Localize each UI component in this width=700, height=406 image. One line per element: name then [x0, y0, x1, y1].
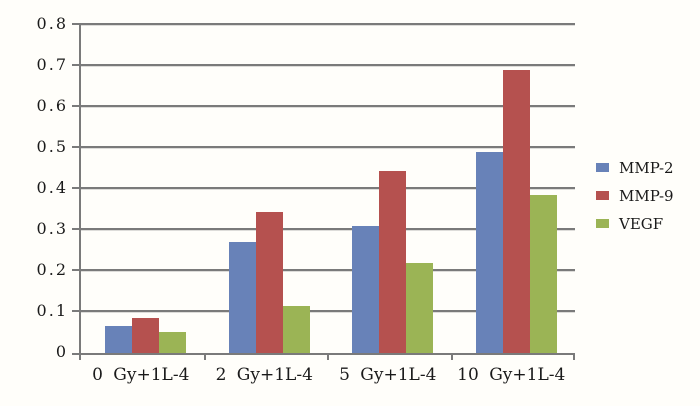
bar-mmp-9-0 [132, 318, 159, 353]
bar-mmp-2-10 [476, 152, 503, 353]
gridline [81, 146, 575, 148]
x-axis-category-label: 5 Gy+1L-4 [339, 365, 437, 385]
y-axis-tick [72, 228, 81, 230]
bar-vegf-10 [530, 195, 557, 353]
bar-mmp-9-5 [379, 171, 406, 353]
bar-mmp-2-0 [105, 326, 132, 353]
y-axis-tick-label: 0.4 [36, 178, 68, 197]
y-axis-tick [72, 353, 81, 355]
gridline [81, 105, 575, 107]
bar-mmp-2-5 [352, 226, 379, 353]
y-axis-tick-label: 0 [55, 342, 68, 361]
legend-color-swatch [596, 191, 609, 200]
gridline [81, 228, 575, 230]
x-axis-category-label: 2 Gy+1L-4 [215, 365, 313, 385]
y-axis-tick-label: 0.2 [36, 260, 68, 279]
legend-series-label: MMP-9 [619, 186, 674, 205]
legend-item-mmp-2: MMP-2 [596, 158, 674, 177]
x-axis-category-label: 10 Gy+1L-4 [457, 365, 566, 385]
bar-vegf-5 [406, 263, 433, 353]
gridline [81, 269, 575, 271]
bar-mmp-2-2 [229, 242, 256, 353]
y-axis-tick [72, 23, 81, 25]
bar-mmp-9-10 [503, 70, 530, 353]
y-axis-tick [72, 146, 81, 148]
x-axis-tick [451, 353, 453, 360]
gridline [81, 310, 575, 312]
gridline [81, 64, 575, 66]
y-axis-tick [72, 105, 81, 107]
legend-color-swatch [596, 163, 609, 172]
x-axis-labels: 0 Gy+1L-4 2 Gy+1L-4 5 Gy+1L-4 10 Gy+1L-4 [79, 365, 573, 385]
y-axis-tick-label: 0.7 [36, 55, 68, 74]
legend-color-swatch [596, 219, 609, 228]
bar-vegf-2 [283, 306, 310, 353]
bar-vegf-0 [159, 332, 186, 353]
x-axis-tick [327, 353, 329, 360]
gridline [81, 187, 575, 189]
x-axis-category-label: 0 Gy+1L-4 [92, 365, 190, 385]
bar-mmp-9-2 [256, 212, 283, 353]
y-axis-tick [72, 269, 81, 271]
y-axis-tick-label: 0.1 [36, 301, 68, 320]
plot-area [72, 23, 575, 360]
x-axis-tick [573, 353, 575, 360]
legend-item-vegf: VEGF [596, 214, 674, 233]
legend-series-label: MMP-2 [619, 158, 674, 177]
y-axis-tick-label: 0.6 [36, 96, 68, 115]
y-axis-tick-label: 0.5 [36, 137, 68, 156]
y-axis-tick-label: 0.8 [36, 14, 68, 33]
x-axis-tick [79, 353, 81, 360]
legend: MMP-2 MMP-9 VEGF [596, 158, 674, 242]
y-axis-labels: 0 0.1 0.2 0.3 0.4 0.5 0.6 0.7 0.8 [0, 15, 68, 361]
legend-item-mmp-9: MMP-9 [596, 186, 674, 205]
legend-series-label: VEGF [619, 214, 664, 233]
y-axis-tick [72, 310, 81, 312]
gridline [81, 23, 575, 25]
y-axis-tick [72, 187, 81, 189]
x-axis-tick [204, 353, 206, 360]
y-axis-tick-label: 0.3 [36, 219, 68, 238]
y-axis-tick [72, 64, 81, 66]
